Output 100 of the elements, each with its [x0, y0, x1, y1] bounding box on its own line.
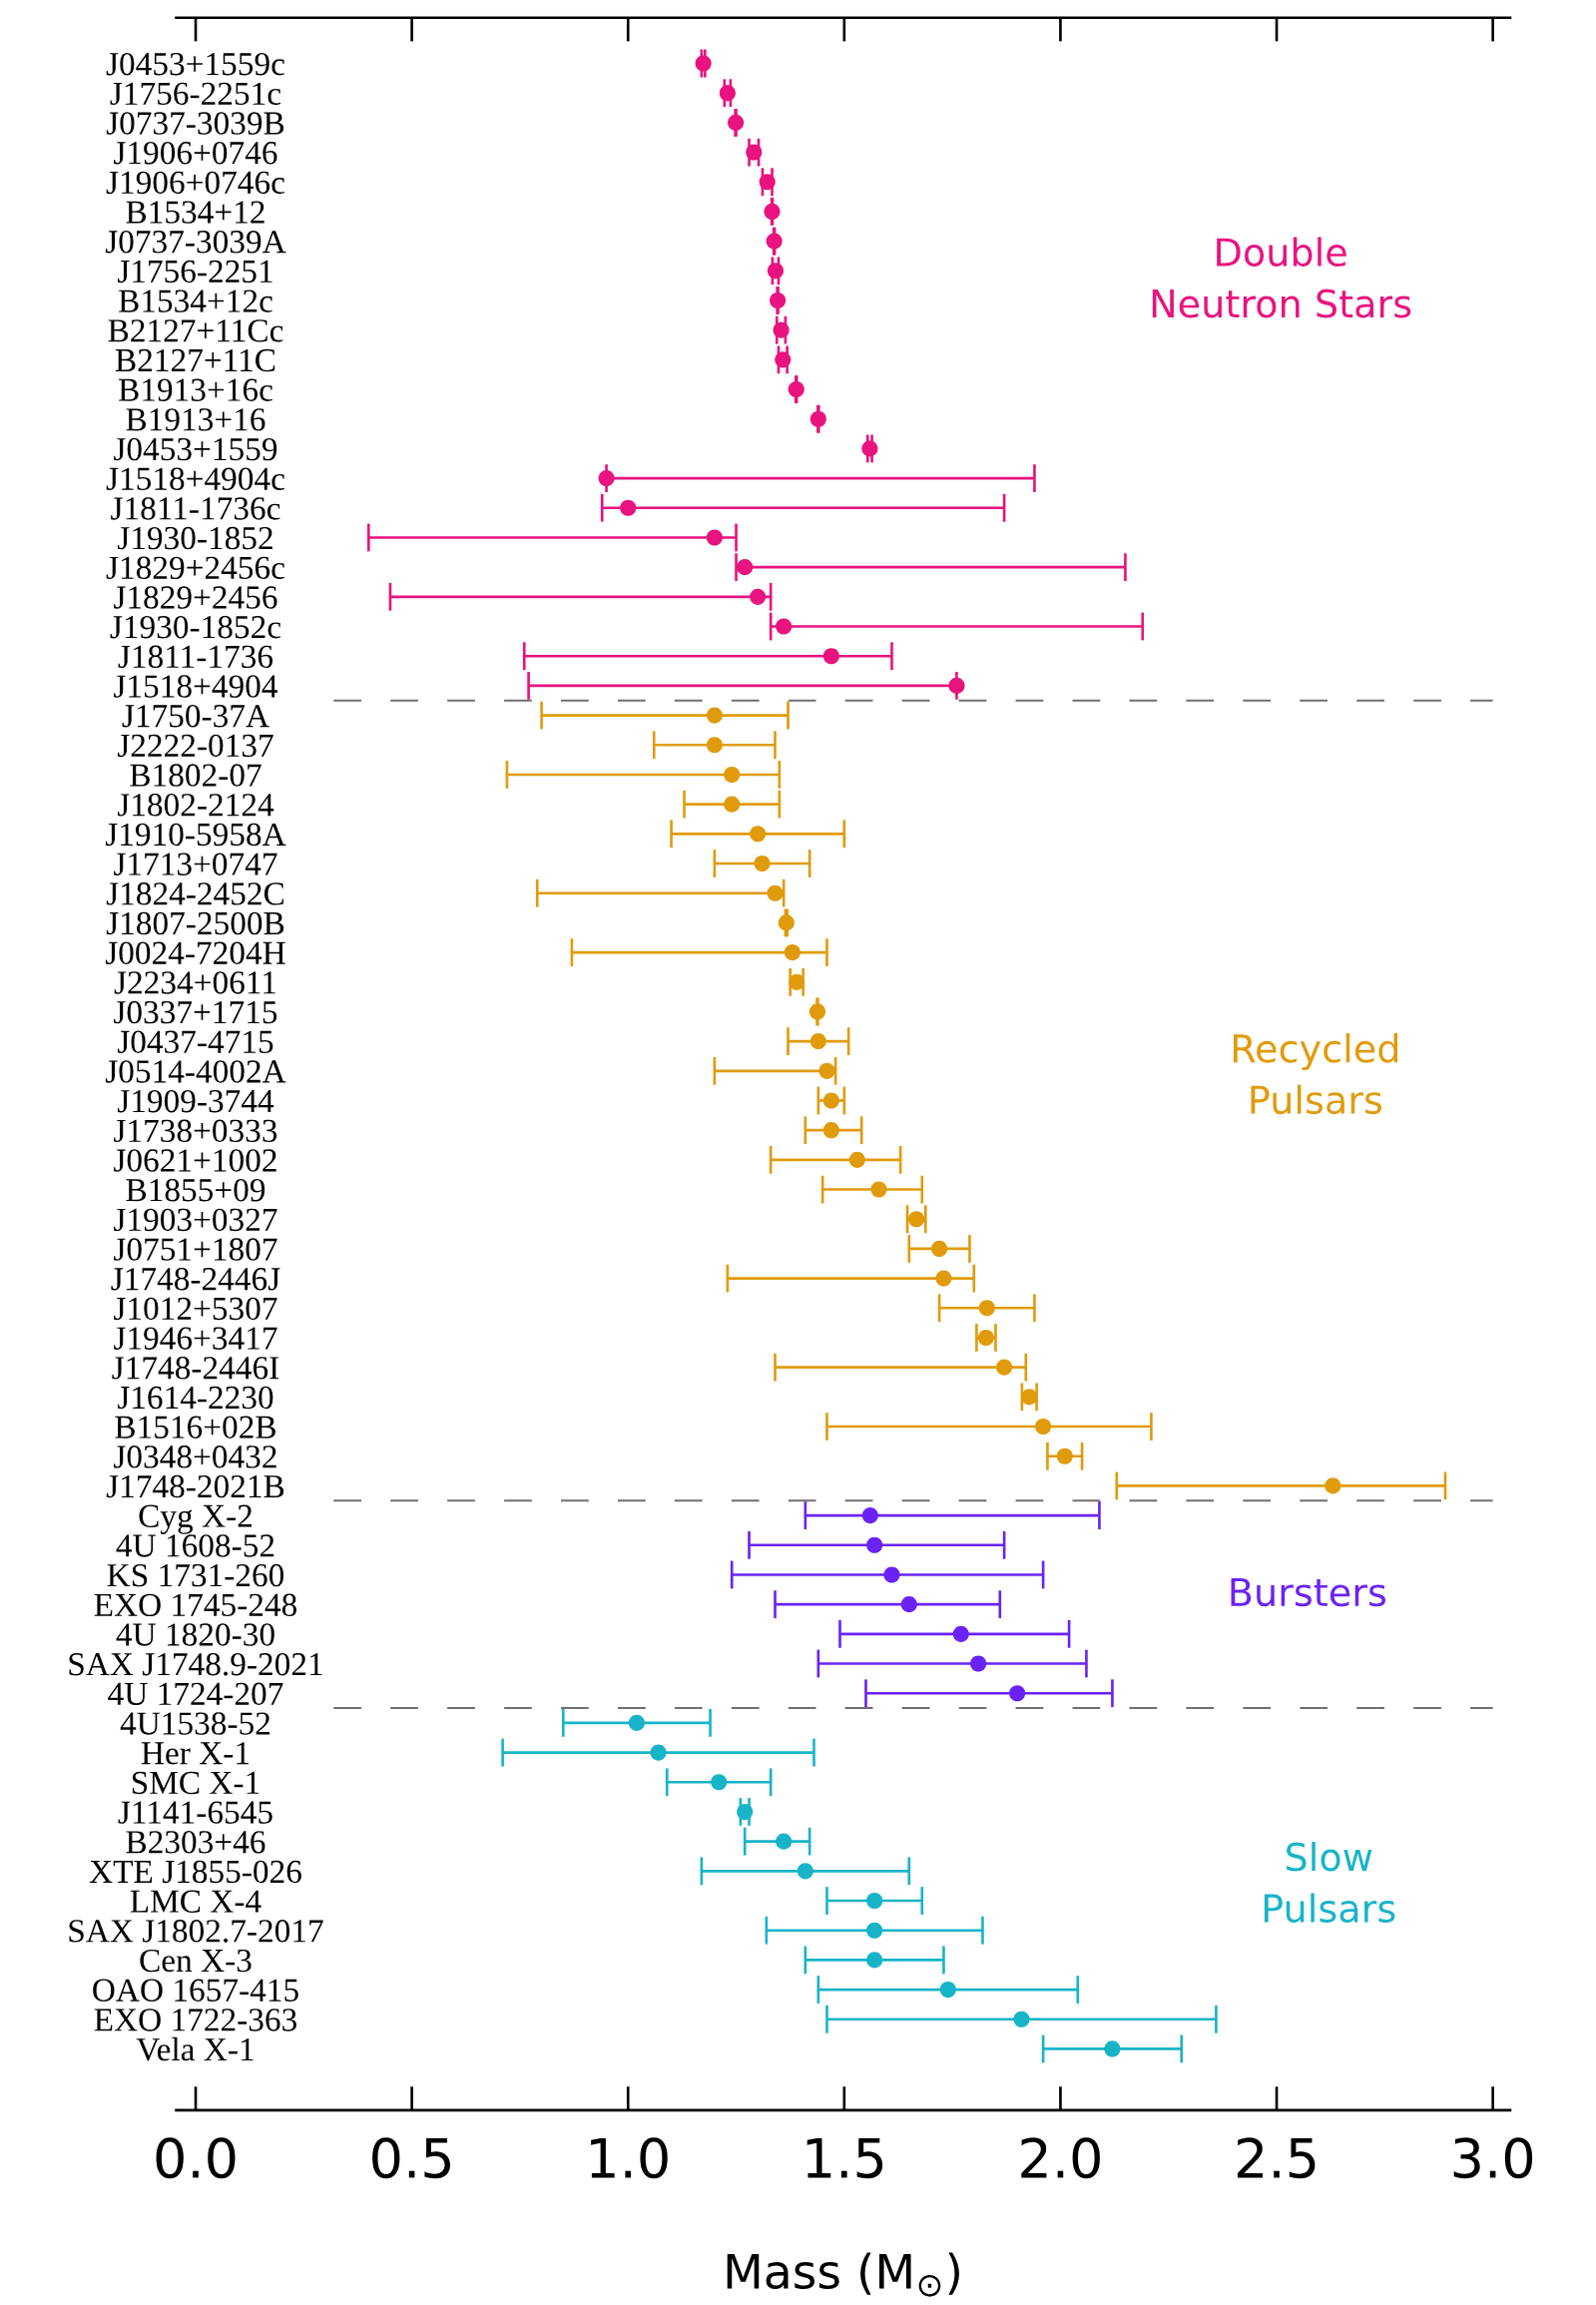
point — [908, 1211, 925, 1228]
x-tick-label: 1.0 — [591, 2137, 668, 2179]
y-tick-label: EXO 1745-248 — [94, 1593, 297, 1617]
y-tick-label: 4U 1820-30 — [116, 1623, 274, 1646]
y-tick-label: J1906+0746c — [106, 171, 284, 195]
y-tick-label: Cyg X-2 — [139, 1504, 252, 1534]
y-tick-label: B2127+11C — [115, 348, 275, 372]
point — [767, 884, 784, 901]
y-tick-label: OAO 1657-415 — [93, 1979, 298, 2002]
point — [750, 826, 767, 843]
y-tick-label: B1534+12c — [119, 289, 272, 312]
y-tick-label: J1748-2446J — [111, 1268, 280, 1291]
y-tick-label: J1930-1852 — [117, 526, 272, 550]
y-tick-label: J1829+2456 — [114, 586, 277, 609]
y-tick-label: J1811-1736c — [111, 497, 280, 520]
point — [598, 470, 615, 487]
point — [848, 1151, 865, 1168]
y-tick-label: B1913+16 — [126, 408, 266, 431]
y-tick-label: J1748-2021B — [106, 1474, 284, 1498]
y-tick-label: J1713+0747 — [114, 853, 277, 875]
point — [778, 914, 795, 931]
y-tick-label: KS 1731-260 — [107, 1563, 284, 1587]
point — [767, 263, 785, 280]
y-tick-label: J0737-3039B — [106, 112, 284, 135]
point — [970, 1655, 987, 1672]
y-tick-label: SAX J1802.7-2017 — [69, 1920, 323, 1943]
text: Bursters — [1231, 1577, 1386, 1607]
point — [977, 1329, 994, 1347]
y-tick-label: J0737-3039A — [105, 231, 286, 254]
point — [797, 1863, 813, 1880]
y-tick-label: J2234+0611 — [114, 971, 275, 994]
point — [866, 1952, 883, 1969]
point — [866, 1536, 883, 1553]
point — [746, 144, 763, 161]
y-tick-label: Vela X-1 — [136, 2036, 254, 2061]
point — [754, 855, 771, 872]
y-tick-label: Her X-1 — [141, 1742, 250, 1765]
y-tick-label: J0453+1559 — [114, 437, 277, 461]
y-tick-label: J0514-4002A — [105, 1060, 286, 1083]
point — [866, 1922, 883, 1939]
y-tick-label: J0437-4715 — [117, 1030, 273, 1054]
y-tick-label: 4U 1724-207 — [108, 1682, 283, 1706]
point — [822, 648, 839, 665]
y-tick-label: J1614-2230 — [117, 1386, 273, 1410]
y-tick-label: EXO 1722-363 — [94, 2009, 296, 2031]
point — [948, 677, 965, 694]
point — [861, 440, 878, 457]
point — [775, 351, 792, 368]
y-tick-label: J1738+0333 — [114, 1119, 277, 1143]
point — [711, 1774, 728, 1791]
point — [866, 1892, 883, 1910]
point — [1021, 1389, 1038, 1406]
point — [766, 233, 783, 250]
point — [770, 291, 787, 309]
point — [808, 1003, 826, 1020]
point — [1325, 1477, 1341, 1494]
y-tick-label: J1829+2456c — [106, 556, 284, 580]
x-tick-label: 2.0 — [1021, 2137, 1100, 2179]
x-tick-label: 2.5 — [1237, 2137, 1316, 2179]
x-tick-label: 0.5 — [372, 2137, 450, 2179]
y-tick-label: J1824-2452C — [106, 882, 283, 905]
y-tick-label: B2303+46 — [126, 1831, 266, 1854]
y-tick-label: J0751+1807 — [114, 1238, 277, 1261]
point — [706, 529, 723, 546]
y-tick-label: J0024-7204H — [105, 941, 285, 964]
y-tick-label: J0453+1559c — [106, 52, 284, 76]
point — [900, 1596, 917, 1613]
point — [750, 588, 767, 605]
y-tick-label: B1855+09 — [126, 1178, 266, 1202]
text: Double Neutron Stars — [1152, 237, 1411, 318]
point — [1009, 1685, 1026, 1702]
point — [620, 499, 637, 516]
y-tick-label: B2127+11Cc — [108, 319, 283, 342]
point — [695, 55, 712, 72]
point — [818, 1062, 835, 1079]
point — [737, 559, 754, 576]
point — [1104, 2040, 1121, 2057]
point — [764, 203, 781, 220]
point — [1056, 1447, 1073, 1464]
point — [719, 85, 736, 102]
y-tick-label: SMC X-1 — [132, 1771, 260, 1795]
point — [870, 1181, 887, 1198]
y-tick-label: J1946+3417 — [114, 1327, 277, 1350]
point — [996, 1359, 1013, 1376]
y-tick-label: XTE J1855-026 — [89, 1860, 301, 1884]
y-tick-label: J1909-3744 — [117, 1089, 274, 1113]
y-tick-label: J0621+1002 — [114, 1149, 276, 1172]
text: Slow Pulsars — [1264, 1841, 1395, 1923]
y-tick-label: B1516+02B — [115, 1416, 275, 1439]
y-tick-label: J1903+0327 — [114, 1208, 277, 1232]
point — [706, 737, 723, 754]
point — [935, 1270, 952, 1287]
y-tick-label: B1802-07 — [130, 764, 262, 787]
point — [822, 1092, 839, 1109]
point — [776, 1833, 793, 1850]
y-tick-label: J1802-2124 — [117, 794, 274, 817]
x-tick-label: 0.0 — [156, 2137, 236, 2179]
point — [724, 766, 741, 784]
y-tick-label: J1141-6545 — [118, 1801, 272, 1824]
y-tick-label: J1518+4904 — [114, 675, 278, 698]
